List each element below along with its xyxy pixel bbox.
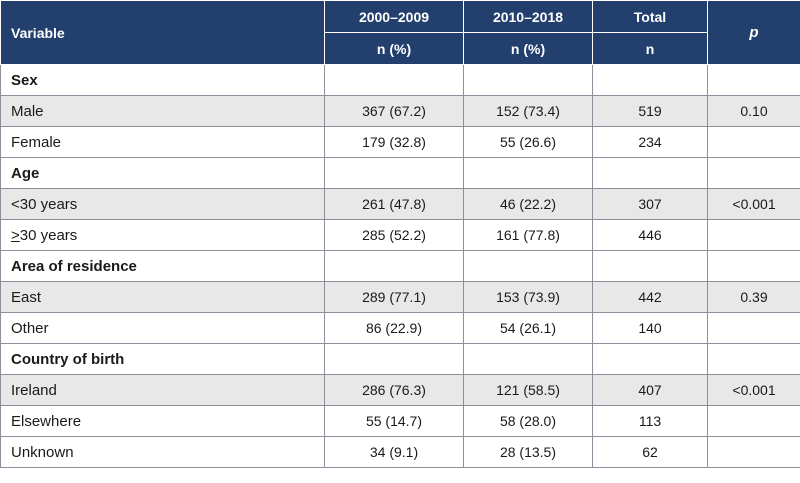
cell-period1: 261 (47.8) (324, 188, 464, 220)
row-label: East (0, 281, 325, 313)
cell-p (707, 405, 800, 437)
cell-period1: 289 (77.1) (324, 281, 464, 313)
cell-total: 234 (592, 126, 708, 158)
cell-period2: 28 (13.5) (463, 436, 593, 468)
cell-total: 407 (592, 374, 708, 406)
table-row: Female 179 (32.8) 55 (26.6) 234 (0, 126, 800, 158)
cell-p: <0.001 (707, 374, 800, 406)
table-row: Ireland 286 (76.3) 121 (58.5) 407 <0.001 (0, 374, 800, 406)
row-label: Other (0, 312, 325, 344)
header-period1: 2000–2009 (324, 0, 464, 33)
table-row: <30 years 261 (47.8) 46 (22.2) 307 <0.00… (0, 188, 800, 220)
cell-total: 446 (592, 219, 708, 251)
section-title: Country of birth (0, 343, 325, 375)
cell-total: 62 (592, 436, 708, 468)
row-label: Elsewhere (0, 405, 325, 437)
header-period2: 2010–2018 (463, 0, 593, 33)
cell-period2: 121 (58.5) (463, 374, 593, 406)
cell-period2: 46 (22.2) (463, 188, 593, 220)
section-row-sex: Sex (0, 64, 800, 96)
table-row: East 289 (77.1) 153 (73.9) 442 0.39 (0, 281, 800, 313)
cell-total: 140 (592, 312, 708, 344)
row-label-text: 30 years (19, 226, 78, 244)
table-row: Elsewhere 55 (14.7) 58 (28.0) 113 (0, 405, 800, 437)
header-total-sub: n (592, 32, 708, 65)
cell-period1: 285 (52.2) (324, 219, 464, 251)
cell-p: 0.10 (707, 95, 800, 127)
cell-period1: 55 (14.7) (324, 405, 464, 437)
header-variable: Variable (0, 0, 325, 65)
table-row: Male 367 (67.2) 152 (73.4) 519 0.10 (0, 95, 800, 127)
cell-period1: 34 (9.1) (324, 436, 464, 468)
header-p: p (707, 0, 800, 65)
row-label: Female (0, 126, 325, 158)
cell-total: 442 (592, 281, 708, 313)
cell-period2: 55 (26.6) (463, 126, 593, 158)
table-header: Variable 2000–2009 2010–2018 Total p n (… (0, 0, 800, 65)
row-label: >30 years (0, 219, 325, 251)
header-period2-sub: n (%) (463, 32, 593, 65)
section-title: Sex (0, 64, 325, 96)
cell-p (707, 312, 800, 344)
cell-period1: 286 (76.3) (324, 374, 464, 406)
cell-total: 113 (592, 405, 708, 437)
greater-equal-symbol: > (11, 226, 20, 244)
table-row: >30 years 285 (52.2) 161 (77.8) 446 (0, 219, 800, 251)
cell-p: <0.001 (707, 188, 800, 220)
section-title: Area of residence (0, 250, 325, 282)
cell-p (707, 436, 800, 468)
cell-period1: 179 (32.8) (324, 126, 464, 158)
cell-period2: 153 (73.9) (463, 281, 593, 313)
cell-p (707, 126, 800, 158)
section-row-birth: Country of birth (0, 343, 800, 375)
cell-period2: 54 (26.1) (463, 312, 593, 344)
data-table: Variable 2000–2009 2010–2018 Total p n (… (0, 0, 800, 468)
cell-p: 0.39 (707, 281, 800, 313)
cell-period2: 161 (77.8) (463, 219, 593, 251)
row-label: Unknown (0, 436, 325, 468)
section-row-age: Age (0, 157, 800, 189)
cell-p (707, 219, 800, 251)
section-row-residence: Area of residence (0, 250, 800, 282)
cell-period1: 86 (22.9) (324, 312, 464, 344)
cell-period2: 58 (28.0) (463, 405, 593, 437)
row-label: Ireland (0, 374, 325, 406)
cell-total: 519 (592, 95, 708, 127)
header-total: Total (592, 0, 708, 33)
cell-total: 307 (592, 188, 708, 220)
row-label: Male (0, 95, 325, 127)
cell-period1: 367 (67.2) (324, 95, 464, 127)
row-label: <30 years (0, 188, 325, 220)
cell-period2: 152 (73.4) (463, 95, 593, 127)
table-row: Other 86 (22.9) 54 (26.1) 140 (0, 312, 800, 344)
section-title: Age (0, 157, 325, 189)
header-period1-sub: n (%) (324, 32, 464, 65)
table-row: Unknown 34 (9.1) 28 (13.5) 62 (0, 436, 800, 468)
